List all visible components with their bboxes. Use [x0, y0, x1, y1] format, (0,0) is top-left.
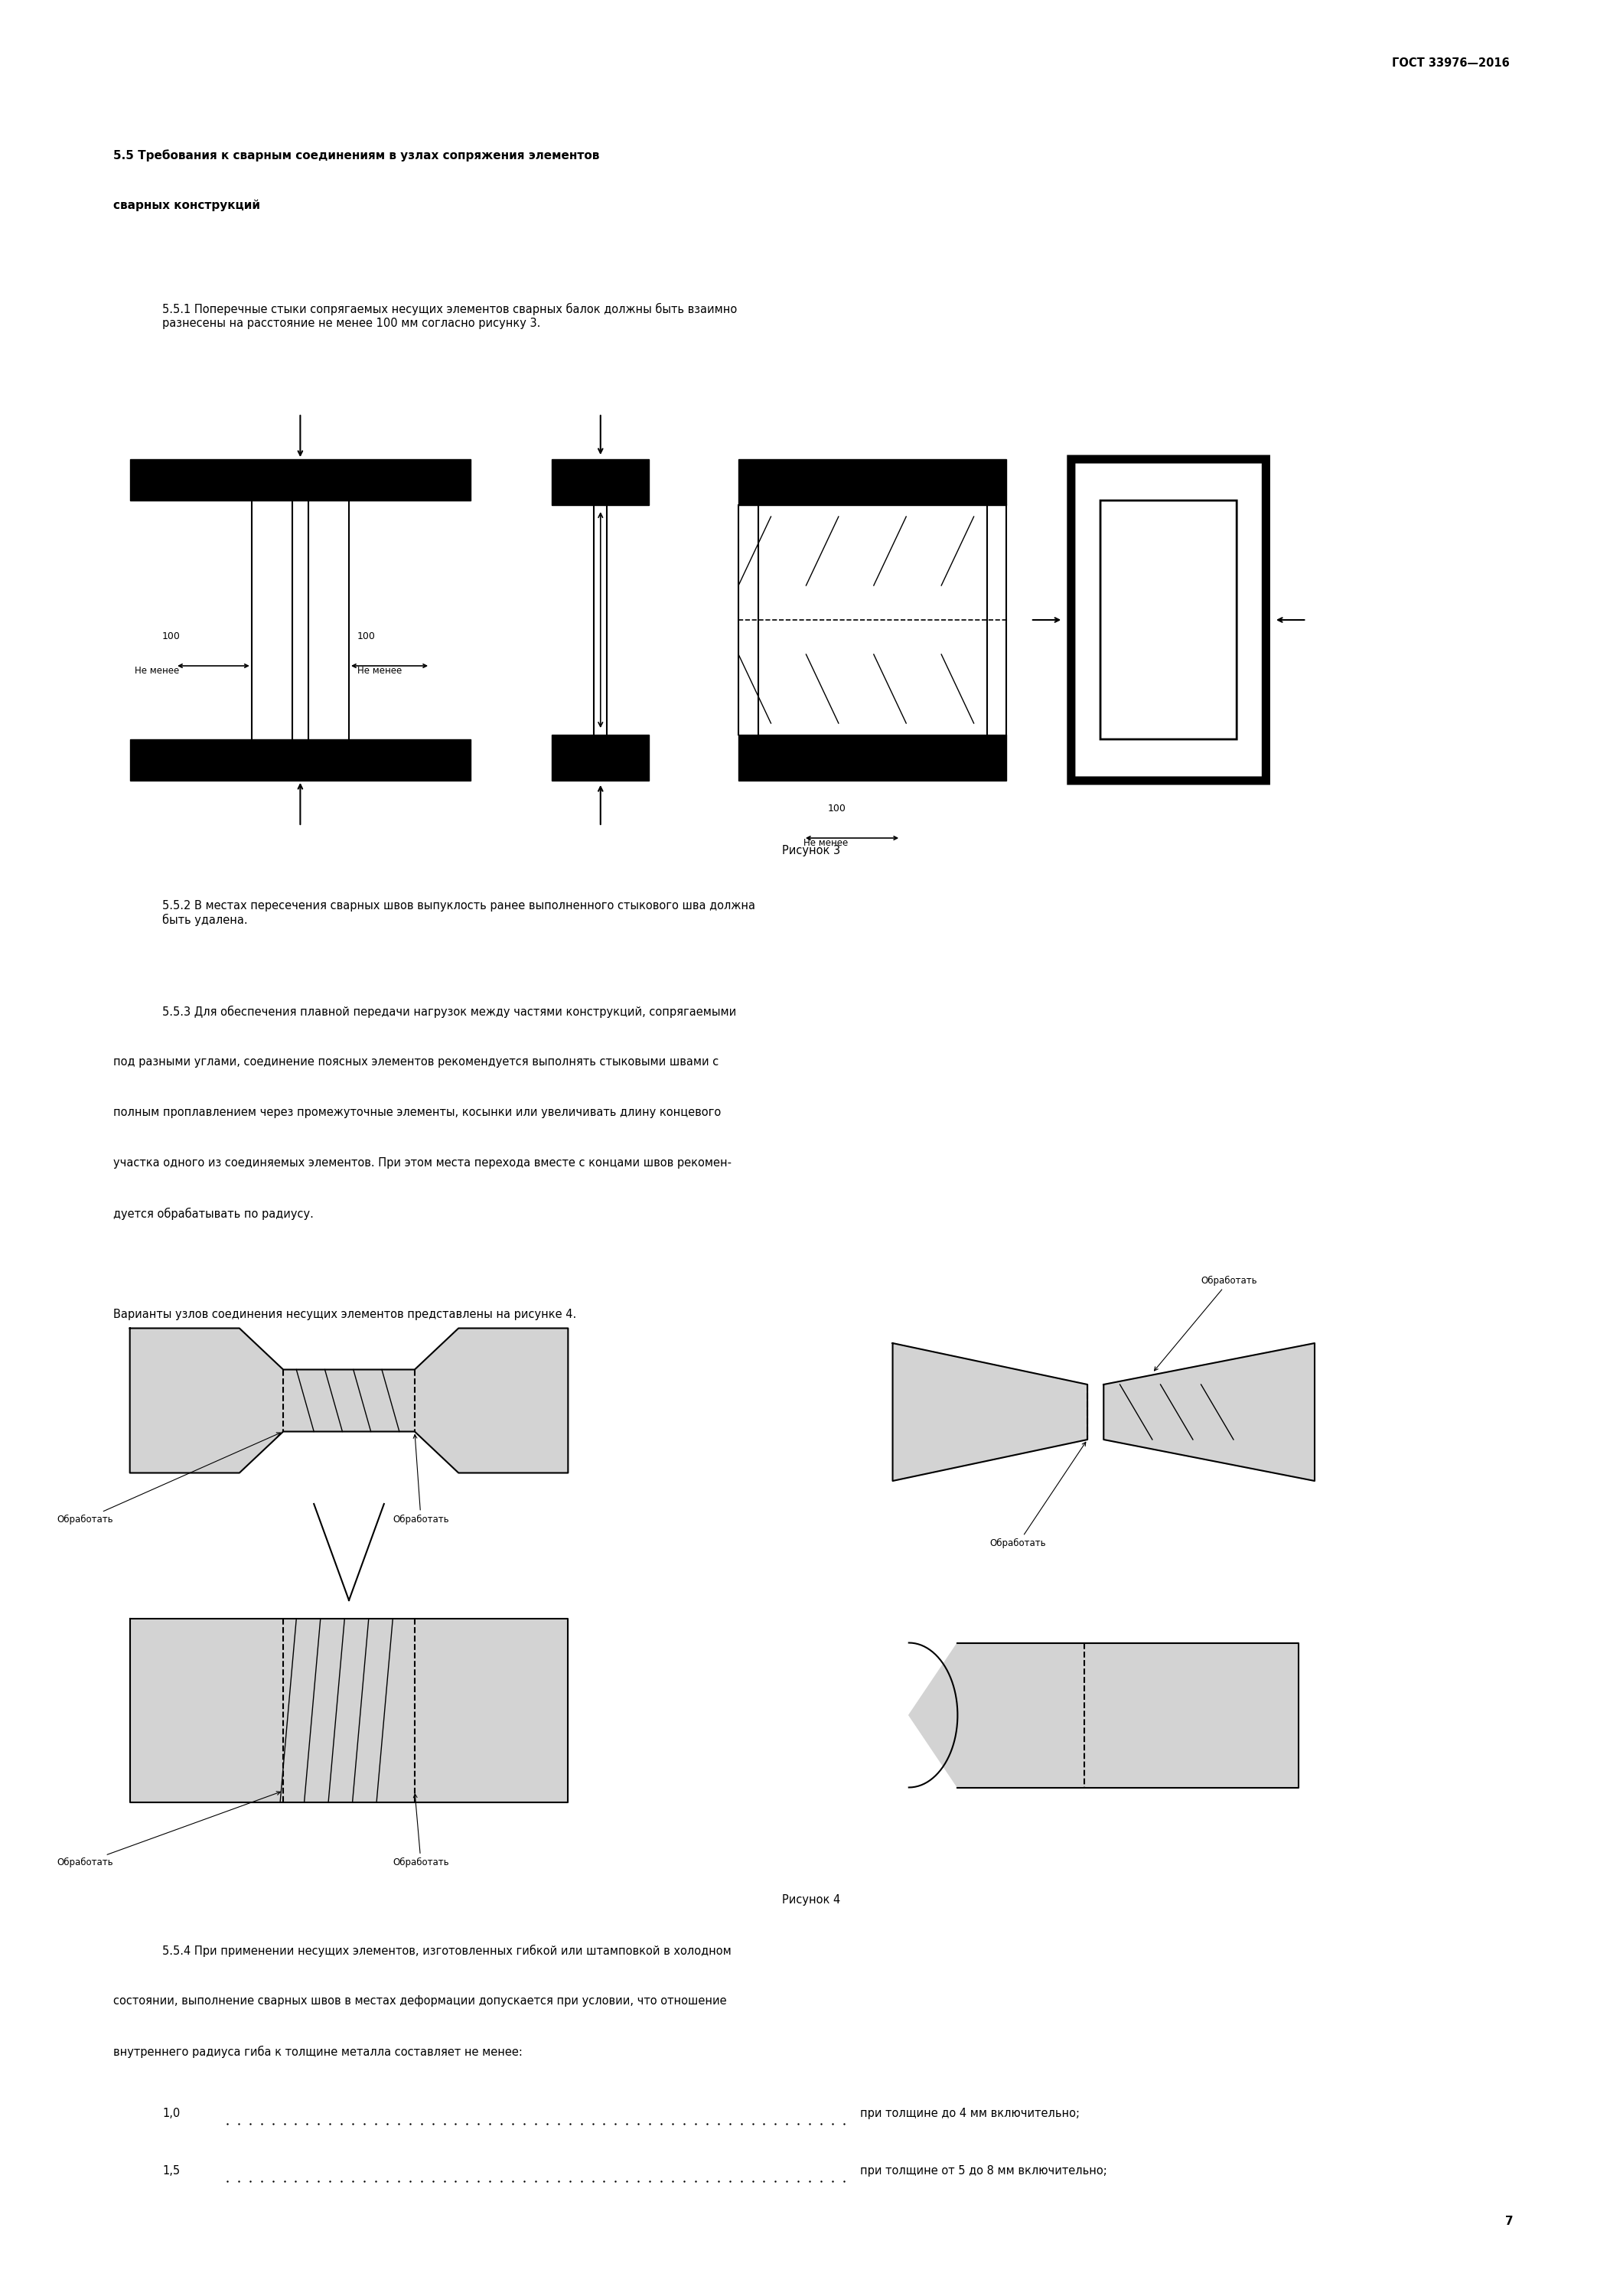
Text: 5.5.4 При применении несущих элементов, изготовленных гибкой или штамповкой в хо: 5.5.4 При применении несущих элементов, … [162, 1945, 732, 1956]
Text: 5.5 Требования к сварным соединениям в узлах сопряжения элементов: 5.5 Требования к сварным соединениям в у… [114, 149, 601, 161]
Polygon shape [909, 1644, 1298, 1786]
Polygon shape [130, 459, 471, 501]
Text: под разными углами, соединение поясных элементов рекомендуется выполнять стыковы: под разными углами, соединение поясных э… [114, 1056, 719, 1068]
Text: 7: 7 [1505, 2216, 1514, 2227]
Text: 100: 100 [357, 631, 375, 641]
Text: состоянии, выполнение сварных швов в местах деформации допускается при условии, : состоянии, выполнение сварных швов в мес… [114, 1995, 727, 2007]
Text: 1,5: 1,5 [162, 2165, 180, 2177]
Text: дуется обрабатывать по радиусу.: дуется обрабатывать по радиусу. [114, 1208, 313, 1219]
Text: при толщине от 5 до 8 мм включительно;: при толщине от 5 до 8 мм включительно; [860, 2165, 1107, 2177]
Text: Рисунок 3: Рисунок 3 [782, 845, 841, 856]
Text: 1,0: 1,0 [162, 2108, 180, 2119]
Text: Не менее: Не менее [803, 838, 847, 847]
Text: полным проплавлением через промежуточные элементы, косынки или увеличивать длину: полным проплавлением через промежуточные… [114, 1107, 721, 1118]
Polygon shape [130, 1327, 568, 1474]
Text: Обработать: Обработать [57, 1791, 281, 1867]
Polygon shape [552, 735, 649, 781]
Text: 5.5.3 Для обеспечения плавной передачи нагрузок между частями конструкций, сопря: 5.5.3 Для обеспечения плавной передачи н… [162, 1006, 737, 1017]
Polygon shape [130, 1619, 568, 1802]
Text: участка одного из соединяемых элементов. При этом места перехода вместе с концам: участка одного из соединяемых элементов.… [114, 1157, 732, 1169]
Polygon shape [130, 739, 471, 781]
Polygon shape [552, 459, 649, 505]
Text: Обработать: Обработать [990, 1442, 1086, 1548]
Text: Рисунок 4: Рисунок 4 [782, 1894, 841, 1906]
Text: сварных конструкций: сварных конструкций [114, 200, 261, 211]
FancyBboxPatch shape [1071, 459, 1266, 781]
Text: ГОСТ 33976—2016: ГОСТ 33976—2016 [1393, 57, 1509, 69]
Text: Обработать: Обработать [393, 1793, 450, 1867]
Text: Варианты узлов соединения несущих элементов представлены на рисунке 4.: Варианты узлов соединения несущих элемен… [114, 1309, 576, 1320]
Text: Обработать: Обработать [57, 1433, 281, 1525]
Text: Не менее: Не менее [357, 666, 401, 675]
Polygon shape [738, 735, 1006, 781]
Polygon shape [893, 1343, 1087, 1481]
Polygon shape [1104, 1343, 1315, 1481]
Text: Обработать: Обработать [1154, 1277, 1258, 1371]
Text: 5.5.1 Поперечные стыки сопрягаемых несущих элементов сварных балок должны быть в: 5.5.1 Поперечные стыки сопрягаемых несущ… [162, 303, 737, 328]
Text: при толщине до 4 мм включительно;: при толщине до 4 мм включительно; [860, 2108, 1079, 2119]
Text: 100: 100 [828, 804, 846, 813]
Text: внутреннего радиуса гиба к толщине металла составляет не менее:: внутреннего радиуса гиба к толщине метал… [114, 2046, 523, 2057]
Text: 5.5.2 В местах пересечения сварных швов выпуклость ранее выполненного стыкового : 5.5.2 В местах пересечения сварных швов … [162, 900, 755, 925]
Polygon shape [738, 459, 1006, 505]
Text: Не менее: Не менее [135, 666, 179, 675]
FancyBboxPatch shape [1100, 501, 1237, 739]
Text: 100: 100 [162, 631, 180, 641]
Text: Обработать: Обработать [393, 1435, 450, 1525]
